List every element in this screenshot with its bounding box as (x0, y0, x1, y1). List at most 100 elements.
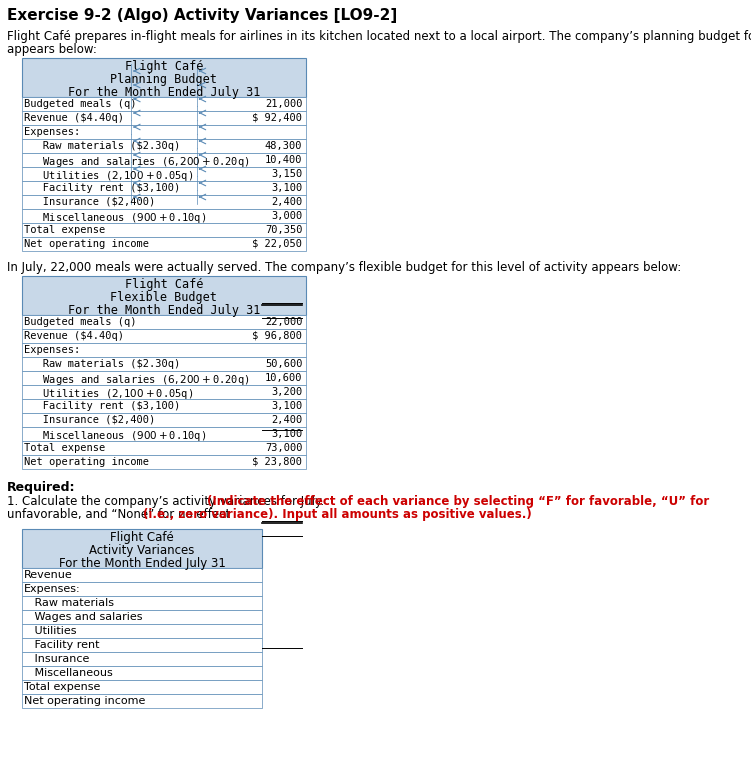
Text: Budgeted meals (q): Budgeted meals (q) (24, 317, 137, 327)
Bar (22, 181, 306, 195)
Text: 2,400: 2,400 (271, 197, 303, 207)
Bar (22, 371, 306, 385)
Bar (22, 385, 306, 399)
Text: Utilities ($2,100 + $0.05q): Utilities ($2,100 + $0.05q) (24, 169, 193, 183)
Text: 70,350: 70,350 (265, 225, 303, 235)
Text: 3,150: 3,150 (271, 169, 303, 179)
Text: Utilities: Utilities (24, 626, 77, 636)
Text: 2,400: 2,400 (271, 415, 303, 425)
Bar (22, 399, 306, 413)
Bar (22, 276, 306, 315)
Bar (22, 529, 262, 568)
Text: Net operating income: Net operating income (24, 696, 146, 706)
Text: 3,100: 3,100 (271, 429, 303, 439)
Text: Wages and salaries ($6,200 + $0.20q): Wages and salaries ($6,200 + $0.20q) (24, 155, 249, 169)
Text: Total expense: Total expense (24, 682, 101, 692)
Text: Total expense: Total expense (24, 225, 105, 235)
Text: Facility rent ($3,100): Facility rent ($3,100) (24, 401, 180, 411)
Text: Raw materials ($2.30q): Raw materials ($2.30q) (24, 141, 180, 151)
Bar (22, 315, 306, 329)
Text: 3,200: 3,200 (271, 387, 303, 397)
Text: Flexible Budget: Flexible Budget (110, 291, 217, 304)
Bar (22, 343, 306, 357)
Text: Raw materials ($2.30q): Raw materials ($2.30q) (24, 359, 180, 369)
Text: Expenses:: Expenses: (24, 584, 80, 594)
Text: Flight Café prepares in-flight meals for airlines in its kitchen located next to: Flight Café prepares in-flight meals for… (8, 30, 751, 43)
Text: For the Month Ended July 31: For the Month Ended July 31 (68, 86, 260, 99)
Text: 10,600: 10,600 (265, 373, 303, 383)
Bar (22, 427, 306, 441)
Bar (22, 167, 306, 181)
Text: 50,600: 50,600 (265, 359, 303, 369)
Bar (22, 413, 306, 427)
Text: (i.e., zero variance). Input all amounts as positive values.): (i.e., zero variance). Input all amounts… (143, 508, 532, 521)
Text: Insurance: Insurance (24, 654, 89, 664)
Text: $ 92,400: $ 92,400 (252, 113, 303, 123)
Text: 1. Calculate the company’s activity variances for July.: 1. Calculate the company’s activity vari… (8, 495, 328, 508)
Text: 3,000: 3,000 (271, 211, 303, 221)
Bar (22, 666, 262, 680)
Text: Exercise 9-2 (Algo) Activity Variances [LO9-2]: Exercise 9-2 (Algo) Activity Variances [… (8, 8, 397, 23)
Text: $ 96,800: $ 96,800 (252, 331, 303, 341)
Text: Budgeted meals (q): Budgeted meals (q) (24, 99, 137, 109)
Text: $ 23,800: $ 23,800 (252, 457, 303, 467)
Bar (22, 329, 306, 343)
Text: Net operating income: Net operating income (24, 457, 149, 467)
Text: 21,000: 21,000 (265, 99, 303, 109)
Bar (22, 153, 306, 167)
Text: For the Month Ended July 31: For the Month Ended July 31 (68, 304, 260, 317)
Text: Wages and salaries ($6,200+ $0.20q): Wages and salaries ($6,200+ $0.20q) (24, 373, 249, 387)
Text: Required:: Required: (8, 481, 76, 494)
Bar (22, 195, 306, 209)
Text: Raw materials: Raw materials (24, 598, 114, 608)
Text: Revenue: Revenue (24, 570, 73, 580)
Bar (22, 139, 306, 153)
Bar (22, 582, 262, 596)
Text: 22,000: 22,000 (265, 317, 303, 327)
Text: Insurance ($2,400): Insurance ($2,400) (24, 415, 155, 425)
Text: $ 22,050: $ 22,050 (252, 239, 303, 249)
Bar (22, 97, 306, 111)
Text: Utilities ($2,100 + $0.05q): Utilities ($2,100 + $0.05q) (24, 387, 193, 401)
Bar (22, 652, 262, 666)
Text: Total expense: Total expense (24, 443, 105, 453)
Text: Activity Variances: Activity Variances (89, 544, 195, 557)
Text: 48,300: 48,300 (265, 141, 303, 151)
Bar (22, 455, 306, 469)
Text: Facility rent: Facility rent (24, 640, 100, 650)
Text: Flight Café: Flight Café (125, 278, 203, 291)
Text: For the Month Ended July 31: For the Month Ended July 31 (59, 557, 225, 570)
Text: unfavorable, and “None” for no effect: unfavorable, and “None” for no effect (8, 508, 234, 521)
Text: Flight Café: Flight Café (125, 60, 203, 73)
Text: Wages and salaries: Wages and salaries (24, 612, 143, 622)
Bar (22, 223, 306, 237)
Text: (Indicate the effect of each variance by selecting “F” for favorable, “U” for: (Indicate the effect of each variance by… (207, 495, 710, 508)
Text: Revenue ($4.40q): Revenue ($4.40q) (24, 113, 124, 123)
Bar (22, 209, 306, 223)
Bar (22, 638, 262, 652)
Bar (22, 680, 262, 694)
Text: Net operating income: Net operating income (24, 239, 149, 249)
Bar (22, 610, 262, 624)
Text: 73,000: 73,000 (265, 443, 303, 453)
Bar (22, 58, 306, 97)
Bar (22, 694, 262, 708)
Bar (22, 125, 306, 139)
Bar (22, 568, 262, 582)
Text: 10,400: 10,400 (265, 155, 303, 165)
Bar (22, 596, 262, 610)
Text: appears below:: appears below: (8, 43, 97, 56)
Text: Miscellaneous ($900 + $0.10q): Miscellaneous ($900 + $0.10q) (24, 211, 207, 225)
Text: Expenses:: Expenses: (24, 127, 80, 137)
Text: Miscellaneous ($900 + $0.10q): Miscellaneous ($900 + $0.10q) (24, 429, 207, 443)
Bar (22, 441, 306, 455)
Text: Facility rent ($3,100): Facility rent ($3,100) (24, 183, 180, 193)
Text: 3,100: 3,100 (271, 401, 303, 411)
Bar (22, 237, 306, 251)
Text: Expenses:: Expenses: (24, 345, 80, 355)
Text: Planning Budget: Planning Budget (110, 73, 217, 86)
Text: Insurance ($2,400): Insurance ($2,400) (24, 197, 155, 207)
Text: In July, 22,000 meals were actually served. The company’s flexible budget for th: In July, 22,000 meals were actually serv… (8, 261, 682, 274)
Text: 3,100: 3,100 (271, 183, 303, 193)
Text: Revenue ($4.40q): Revenue ($4.40q) (24, 331, 124, 341)
